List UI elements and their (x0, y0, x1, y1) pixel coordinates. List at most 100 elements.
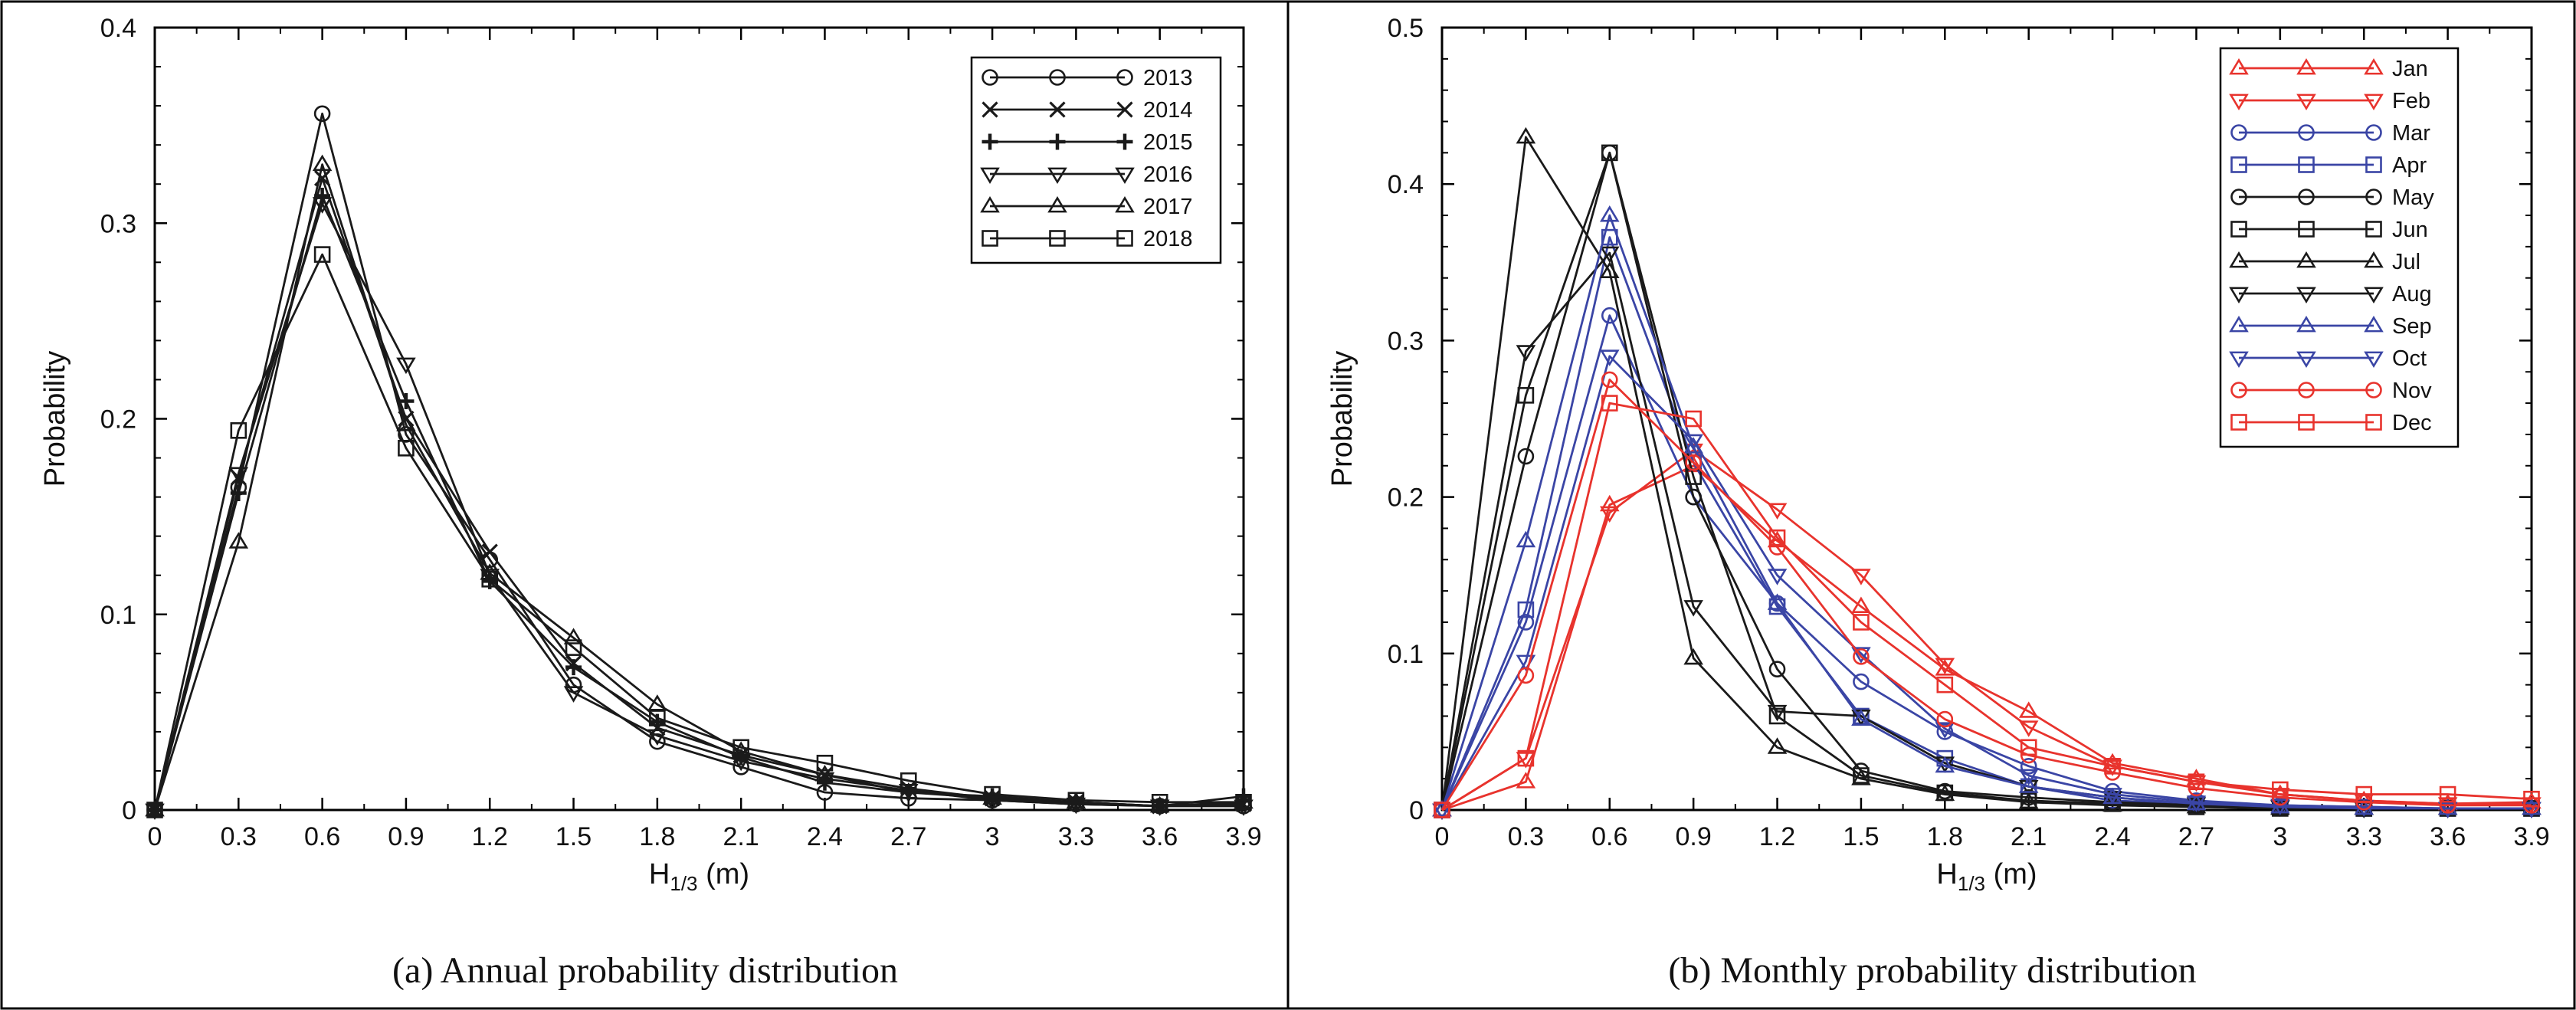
x-tick-label: 0.6 (1591, 822, 1627, 851)
legend-label: 2014 (1143, 98, 1193, 123)
data-point (1768, 707, 1786, 725)
data-point (2102, 753, 2122, 770)
legend-marker (2230, 124, 2247, 141)
y-tick-label: 0.2 (1388, 484, 1424, 513)
data-point (1601, 307, 1618, 324)
data-point (1768, 539, 1786, 556)
data-point (1851, 709, 1871, 726)
data-point (1685, 410, 1702, 428)
data-point (1601, 144, 1618, 162)
data-point (1434, 802, 1450, 818)
data-point (1767, 503, 1788, 520)
x-tick-label: 0.6 (304, 822, 340, 851)
data-point (1685, 454, 1702, 471)
data-point (1235, 793, 1252, 811)
data-point (314, 188, 331, 205)
data-point (1851, 596, 1871, 613)
data-point (1599, 205, 1620, 222)
legend-entry-2018: 2018 (982, 227, 1193, 251)
legend-marker (1116, 101, 1133, 118)
data-point (2020, 739, 2037, 756)
legend-label: 2013 (1143, 66, 1193, 90)
series-Feb (1432, 443, 2542, 821)
data-point (898, 782, 919, 799)
legend-marker (2229, 93, 2249, 111)
series-line-Dec (1441, 402, 2532, 812)
data-point (398, 439, 415, 457)
legend-entry-Mar: Mar (2230, 121, 2430, 146)
legend-marker (2298, 414, 2315, 431)
legend-entry-Jun: Jun (2230, 218, 2428, 242)
data-point (1432, 803, 1452, 821)
chart-annual: 0 0.3 0.6 0.9 1.2 1.5 1.8 2.1 2.4 2.7 3 3.3 3.6 3.9 0 0… (39, 14, 1262, 895)
x-tick-label: 3.3 (1058, 822, 1094, 851)
legend-marker (2296, 315, 2316, 333)
legend-marker (1116, 69, 1133, 86)
legend-marker (2365, 124, 2382, 141)
x-axis-label-subscript: 1/3 (670, 872, 697, 895)
data-point (647, 729, 667, 746)
legend-marker (2298, 189, 2315, 205)
legend-entry-May: May (2230, 185, 2434, 210)
x-tick-label: 2.7 (890, 822, 926, 851)
x-tick-label: 0.3 (221, 822, 257, 851)
series-line-2018 (153, 253, 1244, 811)
x-tick-label: 2.7 (2178, 822, 2214, 851)
data-point (2020, 758, 2037, 775)
legend-entry-Aug: Aug (2229, 282, 2432, 307)
data-point (2439, 797, 2456, 814)
data-point (1517, 601, 1535, 618)
data-point (228, 467, 249, 484)
legend-marker (2365, 189, 2382, 205)
series-2016 (145, 197, 1254, 821)
legend-marker (2230, 221, 2247, 238)
legend-marker (1049, 101, 1066, 118)
legend-marker (1115, 167, 1135, 185)
data-point (1683, 434, 1703, 451)
legend-marker (1049, 69, 1066, 86)
legend-marker (980, 195, 1000, 213)
data-point (1516, 126, 1536, 144)
y-tick-label: 0.1 (1388, 640, 1424, 669)
data-point (565, 639, 582, 656)
legend: 2013 2014 2015 2016 2017 2018 (970, 56, 1222, 264)
data-point (312, 197, 333, 214)
data-point (2439, 785, 2456, 803)
x-tick-label: 2.1 (2011, 822, 2047, 851)
x-tick-label: 3 (985, 822, 1000, 851)
data-point (1599, 494, 1620, 512)
legend-marker (2365, 221, 2382, 238)
x-axis-label-subscript: 1/3 (1958, 872, 1985, 895)
caption-annual: (a) Annual probability distribution (392, 950, 898, 991)
data-point (1853, 614, 1870, 631)
data-point (2523, 790, 2540, 808)
legend-label: Oct (2392, 346, 2427, 371)
data-point (2018, 720, 2039, 737)
legend-entry-Jul: Jul (2229, 250, 2420, 274)
data-point (2018, 776, 2039, 793)
data-point (1516, 772, 1536, 789)
x-axis-label-unit: (m) (1985, 858, 2037, 890)
legend-marker (2296, 351, 2316, 369)
legend-entry-Dec: Dec (2230, 411, 2432, 435)
x-axis-label-main: H (1936, 858, 1957, 890)
legend-marker (980, 167, 1000, 185)
legend-box (2219, 47, 2460, 448)
data-point (1935, 756, 1955, 773)
data-point (1517, 448, 1535, 465)
data-point (1936, 676, 1954, 694)
data-point (313, 105, 331, 123)
data-point (1935, 722, 1955, 739)
data-point (1935, 657, 1955, 675)
chart-monthly: 0 0.3 0.6 0.9 1.2 1.5 1.8 2.1 2.4 2.7 3 3.3 3.6 3.9 0 0… (1326, 14, 2550, 895)
legend-marker (2298, 382, 2315, 398)
data-point (1767, 593, 1788, 610)
data-point (2355, 785, 2373, 803)
data-point (2270, 798, 2290, 815)
legend-marker (982, 101, 998, 118)
data-point (230, 422, 247, 439)
data-point (1853, 648, 1870, 665)
x-tick-label: 3.9 (1225, 822, 1261, 851)
x-tick-label: 0.9 (388, 822, 424, 851)
